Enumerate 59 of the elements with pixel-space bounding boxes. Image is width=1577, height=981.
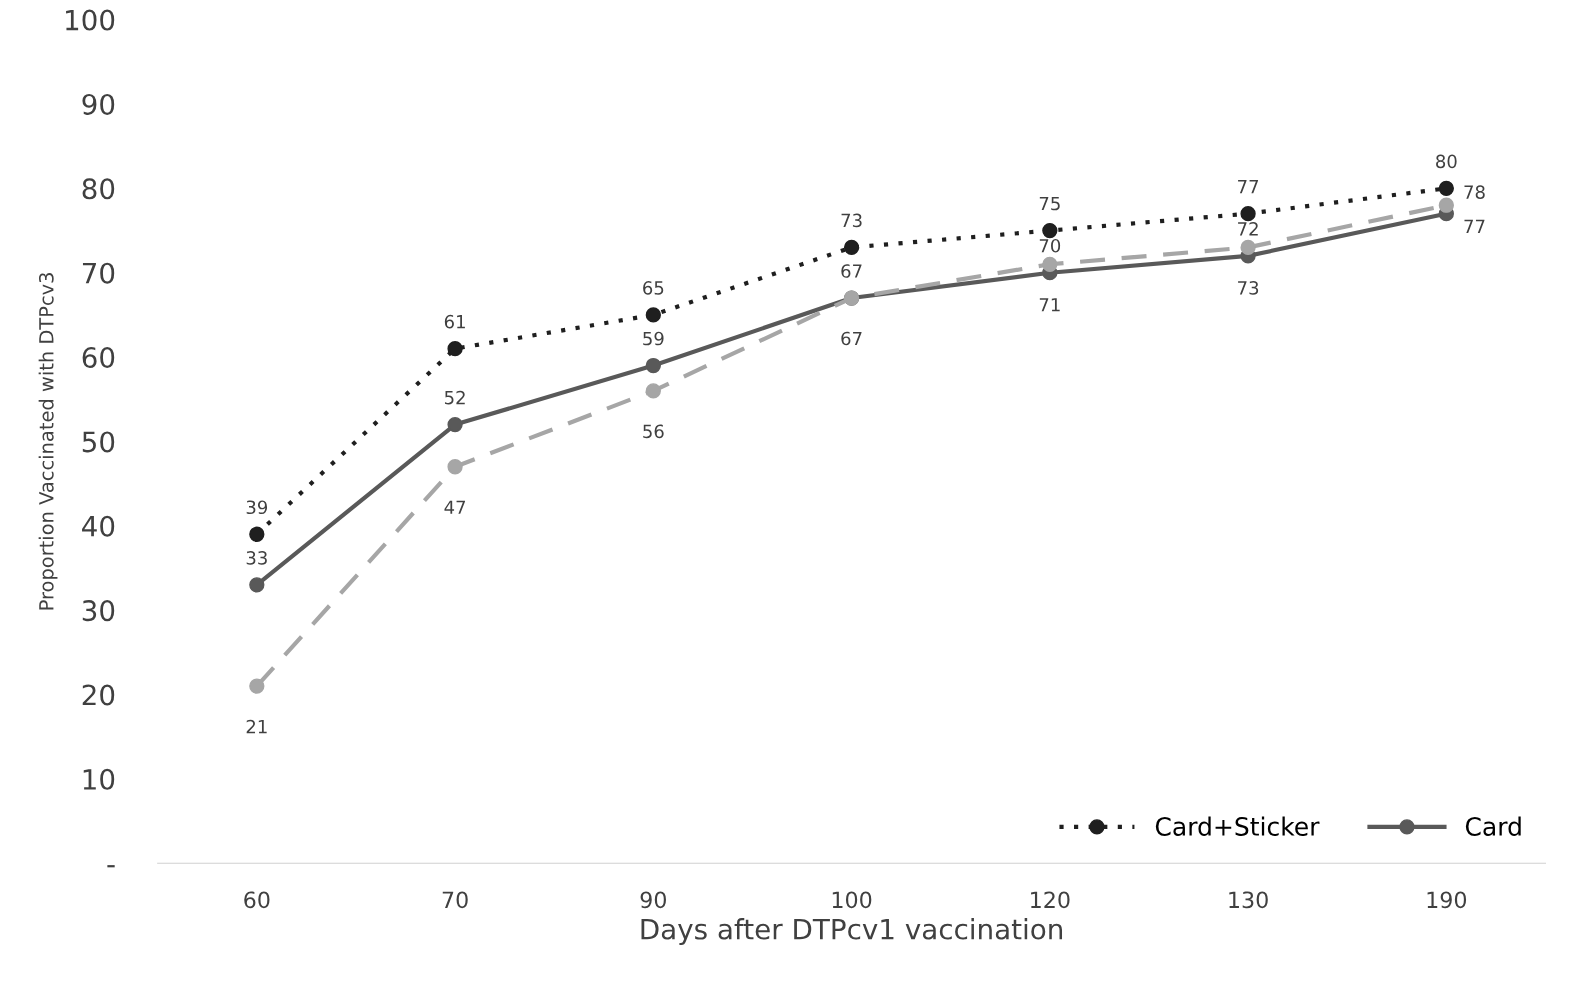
data-label: 67 [841,331,862,346]
x-tick-label: 90 [640,891,666,909]
data-label: 65 [643,281,664,295]
y-tick-label: 10 [83,768,115,790]
data-label: 61 [444,314,465,329]
data-label: 72 [1238,222,1258,236]
data-label: 78 [1464,185,1485,199]
data-label: 67 [841,264,862,278]
point [843,239,860,256]
point [447,341,463,357]
x-tick-label: 120 [1031,891,1070,909]
legend-label: Card [1465,816,1521,836]
x-tick-label: 130 [1229,891,1268,909]
point [645,357,661,374]
y-tick-label: 20 [82,684,115,706]
data-label: 75 [1039,196,1060,211]
y-tick-label: 30 [82,600,115,622]
y-tick-label: 40 [82,515,115,537]
point [249,526,265,542]
y-axis-title: Proportion Vaccinated with DTPcv3 [38,273,58,610]
point [1240,206,1256,222]
point [447,416,463,433]
data-label: 71 [1039,298,1060,312]
x-axis-title: Days after DTPcv1 vaccination [641,918,1063,945]
data-label: 73 [1238,281,1259,295]
point [249,577,265,593]
y-tick-label: 90 [82,93,115,115]
y-tick-label: - [107,865,115,868]
data-label: 77 [1238,180,1259,194]
data-label: 80 [1436,154,1457,169]
y-tick-label: 70 [82,262,115,284]
x-tick-label: 190 [1427,891,1467,909]
data-label: 73 [841,213,862,228]
data-label: 70 [1039,238,1061,253]
point [1240,239,1256,256]
y-tick-label: 80 [82,178,115,200]
data-label: 77 [1464,219,1485,233]
data-label: 59 [643,331,664,346]
data-label: 56 [643,424,664,439]
data-label: 47 [444,500,466,514]
y-tick-label: 50 [82,431,115,453]
x-tick-label: 70 [442,891,468,909]
data-label: 39 [246,500,268,515]
point [645,307,661,323]
data-label: 21 [246,719,267,734]
x-tick-label: 60 [244,891,270,909]
point [645,383,661,399]
legend-label: Card+Sticker [1155,816,1320,836]
x-tick-label: 100 [832,891,872,909]
point [447,459,463,475]
data-label: 33 [246,551,267,565]
y-tick-label: 100 [66,9,115,31]
point [249,678,265,694]
data-label: 52 [444,390,465,405]
y-tick-label: 60 [82,347,115,369]
point [1438,180,1454,196]
point [1438,197,1454,213]
point [1042,256,1058,272]
point [1042,222,1058,239]
